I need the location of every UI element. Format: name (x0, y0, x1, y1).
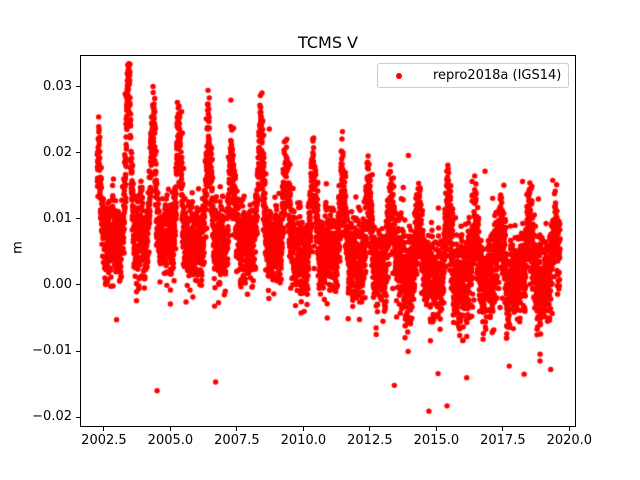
legend-marker-dot-icon (396, 72, 402, 79)
y-axis-label: m (10, 241, 26, 254)
x-tick-mark (236, 427, 238, 431)
legend-entry-label: repro2018a (IGS14) (433, 68, 562, 83)
y-tick-label: 0.03 (43, 78, 72, 94)
y-tick-label: −0.02 (32, 409, 72, 425)
x-tick-label: 2005.0 (147, 433, 194, 448)
x-tick-label: 2017.5 (480, 433, 526, 448)
y-tick-mark (76, 152, 80, 154)
x-tick-label: 2010.0 (280, 433, 327, 448)
legend-box: repro2018a (IGS14) (377, 63, 569, 88)
y-tick-label: 0.01 (43, 210, 72, 226)
x-tick-label: 2020.0 (546, 433, 593, 448)
x-tick-mark (502, 427, 504, 431)
y-tick-mark (76, 218, 80, 220)
x-tick-label: 2015.0 (413, 433, 460, 448)
y-tick-mark (76, 350, 80, 352)
y-tick-label: −0.01 (32, 343, 72, 358)
x-tick-mark (568, 427, 570, 431)
x-tick-mark (103, 427, 105, 431)
x-tick-label: 2002.5 (81, 433, 127, 448)
axes-frame (80, 55, 576, 427)
y-tick-mark (76, 416, 80, 418)
y-tick-label: 0.00 (43, 276, 72, 292)
x-tick-mark (369, 427, 371, 431)
x-tick-mark (435, 427, 437, 431)
y-tick-mark (76, 284, 80, 286)
y-tick-mark (76, 86, 80, 88)
x-tick-label: 2007.5 (214, 433, 260, 448)
x-tick-mark (302, 427, 304, 431)
x-tick-mark (169, 427, 171, 431)
y-tick-label: 0.02 (43, 144, 72, 160)
x-tick-label: 2012.5 (347, 433, 393, 448)
